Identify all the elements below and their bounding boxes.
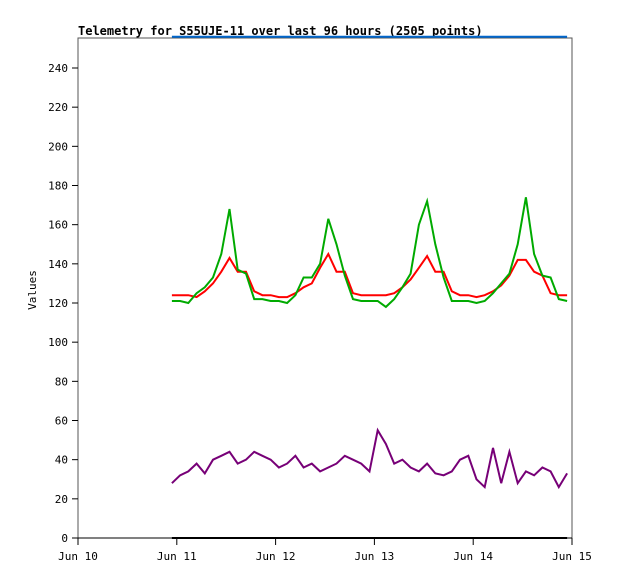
y-tick-label: 220 [48,101,68,114]
series-purple [171,427,568,490]
x-tick-label: Jun 11 [157,550,197,563]
y-tick-label: 120 [48,297,68,310]
y-tick-label: 20 [55,493,68,506]
chart-title: Telemetry for S55UJE-11 over last 96 hou… [78,24,483,38]
y-tick-label: 180 [48,180,68,193]
y-tick-label: 140 [48,258,68,271]
x-tick-label: Jun 14 [453,550,493,563]
x-tick-label: Jun 10 [58,550,98,563]
y-tick-label: 160 [48,219,68,232]
y-tick-label: 60 [55,415,68,428]
y-axis-label: Values [26,270,39,310]
y-tick-label: 40 [55,454,68,467]
x-tick-label: Jun 12 [256,550,296,563]
series-green [171,197,568,309]
series-red [171,251,568,299]
y-tick-label: 100 [48,336,68,349]
y-tick-label: 0 [61,532,68,545]
x-tick-label: Jun 15 [552,550,592,563]
y-tick-label: 240 [48,62,68,75]
y-tick-label: 80 [55,375,68,388]
y-tick-label: 200 [48,140,68,153]
x-tick-label: Jun 13 [355,550,395,563]
